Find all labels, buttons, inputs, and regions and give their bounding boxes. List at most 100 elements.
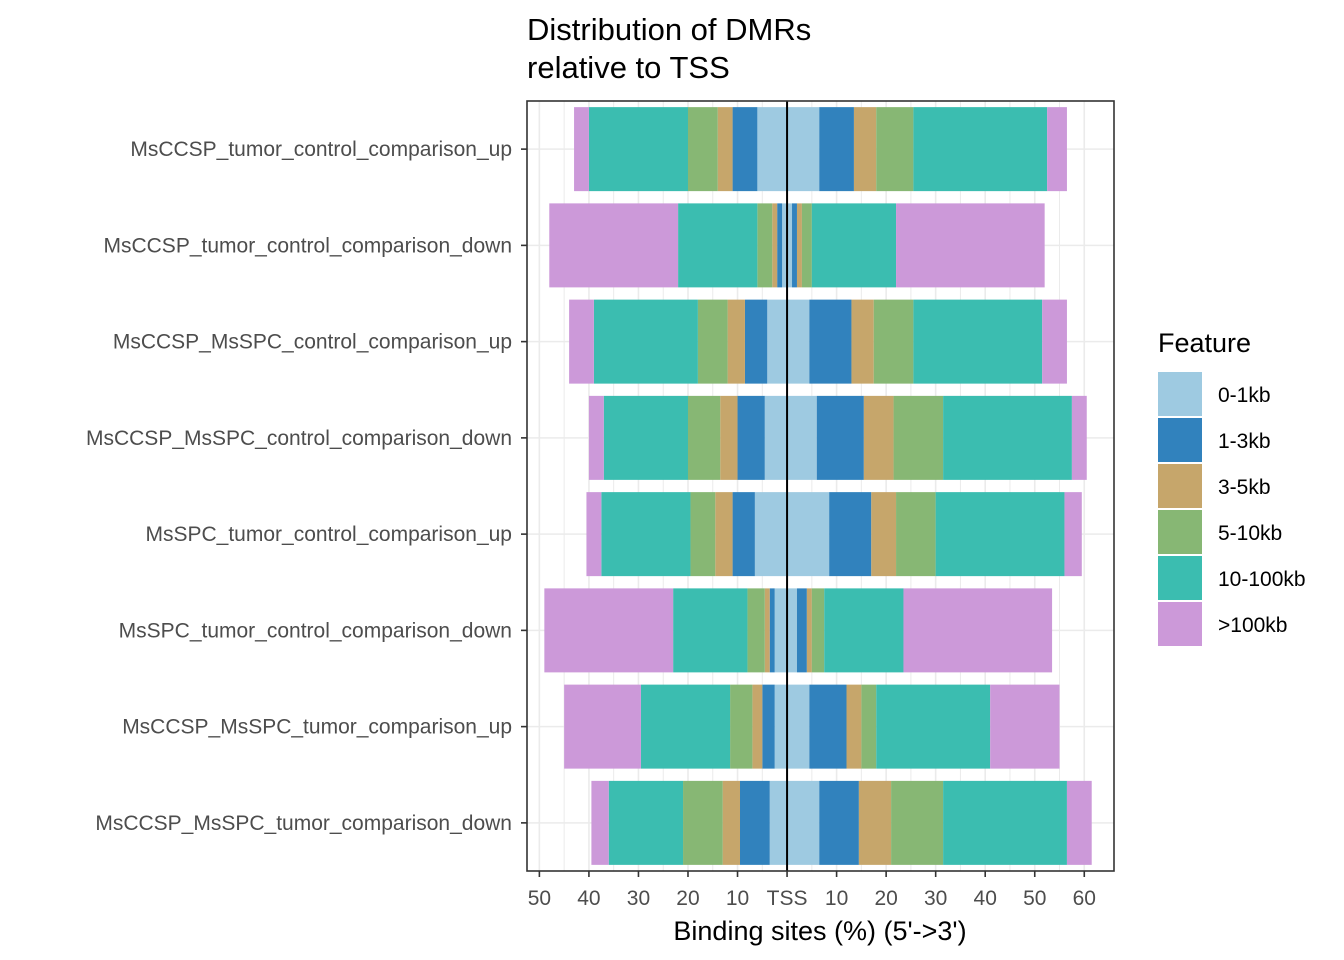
legend-key-01kb: [1158, 372, 1202, 416]
category-label: MsSPC_tumor_control_comparison_down: [119, 619, 512, 642]
bar-upstream-10100kb-5: [673, 588, 748, 673]
bar-upstream-35kb-3: [720, 395, 738, 480]
category-label: MsCCSP_tumor_control_comparison_down: [103, 234, 512, 257]
bar-upstream-01kb-2: [767, 299, 788, 384]
x-tick-label: 50: [1023, 887, 1046, 910]
bar-upstream-01kb-6: [774, 684, 788, 769]
bar-upstream-10100kb-7: [608, 780, 684, 865]
bar-downstream-35kb-6: [846, 684, 862, 769]
x-tick-label: 60: [1073, 887, 1096, 910]
x-tick-label: 20: [874, 887, 897, 910]
bar-upstream-35kb-2: [727, 299, 745, 384]
bar-downstream-35kb-5: [806, 588, 812, 673]
bar-upstream-13kb-5: [769, 588, 775, 673]
bar-downstream-510kb-7: [891, 780, 944, 865]
bar-downstream-10100kb-6: [876, 684, 991, 769]
bar-upstream-510kb-6: [730, 684, 753, 769]
bar-downstream-01kb-2: [787, 299, 810, 384]
category-label: MsCCSP_MsSPC_control_comparison_up: [113, 331, 512, 354]
bar-downstream-13kb-5: [796, 588, 807, 673]
bar-upstream-100kb-0: [574, 107, 589, 192]
x-tick-label: 50: [528, 887, 551, 910]
bar-upstream-100kb-2: [569, 299, 594, 384]
chart-title-line-1: Distribution of DMRs: [527, 12, 811, 47]
bar-upstream-510kb-5: [747, 588, 765, 673]
legend-key-10100kb: [1158, 556, 1202, 600]
bar-downstream-10100kb-7: [943, 780, 1067, 865]
bar-downstream-100kb-0: [1047, 107, 1067, 192]
bar-downstream-10100kb-3: [943, 395, 1072, 480]
bar-upstream-13kb-2: [744, 299, 768, 384]
bar-upstream-01kb-1: [782, 203, 788, 288]
bar-upstream-13kb-4: [732, 492, 755, 577]
chart-title-line-2: relative to TSS: [527, 50, 730, 85]
bar-downstream-35kb-3: [863, 395, 894, 480]
bar-upstream-01kb-5: [774, 588, 788, 673]
bar-downstream-510kb-2: [873, 299, 914, 384]
bar-upstream-01kb-3: [764, 395, 788, 480]
bar-downstream-13kb-2: [809, 299, 852, 384]
x-tick-label: 10: [726, 887, 749, 910]
bar-downstream-35kb-7: [858, 780, 892, 865]
category-label: MsCCSP_MsSPC_control_comparison_down: [86, 427, 512, 450]
bar-upstream-35kb-6: [752, 684, 763, 769]
x-tick-label: 30: [924, 887, 947, 910]
bar-upstream-100kb-5: [544, 588, 674, 673]
category-label: MsSPC_tumor_control_comparison_up: [145, 523, 512, 546]
plot-area: MsCCSP_tumor_control_comparison_up MsCCSP…: [86, 100, 1115, 910]
bar-upstream-510kb-0: [687, 107, 718, 192]
legend-title: Feature: [1158, 328, 1251, 358]
legend: 0-1kb 1-3kb 3-5kb 5-10kb 10-100kb >100kb: [1158, 372, 1306, 646]
bar-downstream-510kb-6: [861, 684, 877, 769]
bar-upstream-100kb-3: [588, 395, 604, 480]
legend-label: 1-3kb: [1218, 430, 1271, 453]
x-tick-label: TSS: [767, 887, 808, 910]
panel-border: [526, 100, 1115, 872]
bar-upstream-01kb-4: [754, 492, 788, 577]
bar-upstream-510kb-3: [687, 395, 721, 480]
bar-downstream-35kb-2: [851, 299, 874, 384]
bar-downstream-100kb-2: [1042, 299, 1067, 384]
x-tick-label: 30: [627, 887, 650, 910]
legend-label: >100kb: [1218, 614, 1287, 637]
bar-upstream-10100kb-6: [640, 684, 731, 769]
bar-downstream-10100kb-4: [935, 492, 1065, 577]
legend-key-100kb: [1158, 602, 1202, 646]
bar-upstream-35kb-1: [772, 203, 778, 288]
legend-key-13kb: [1158, 418, 1202, 462]
bar-downstream-13kb-7: [819, 780, 859, 865]
bar-downstream-01kb-5: [787, 588, 797, 673]
x-tick-label: 40: [974, 887, 997, 910]
bar-downstream-13kb-4: [829, 492, 872, 577]
category-label: MsCCSP_MsSPC_tumor_comparison_up: [122, 716, 512, 739]
bar-upstream-35kb-5: [764, 588, 770, 673]
bar-upstream-13kb-7: [740, 780, 770, 865]
bar-upstream-10100kb-0: [588, 107, 688, 192]
bar-upstream-510kb-2: [697, 299, 728, 384]
bar-upstream-01kb-0: [757, 107, 788, 192]
bar-downstream-01kb-6: [787, 684, 810, 769]
bar-downstream-510kb-5: [811, 588, 825, 673]
category-label: MsCCSP_tumor_control_comparison_up: [130, 138, 512, 161]
legend-label: 10-100kb: [1218, 568, 1306, 591]
bar-downstream-01kb-4: [787, 492, 830, 577]
bar-upstream-10100kb-1: [678, 203, 758, 288]
bar-downstream-510kb-1: [801, 203, 812, 288]
bar-downstream-01kb-0: [787, 107, 820, 192]
legend-key-35kb: [1158, 464, 1202, 508]
bar-downstream-01kb-7: [787, 780, 820, 865]
bars: [544, 107, 1092, 865]
bar-downstream-510kb-3: [893, 395, 944, 480]
legend-label: 3-5kb: [1218, 476, 1271, 499]
bar-downstream-510kb-0: [876, 107, 914, 192]
bar-downstream-100kb-6: [990, 684, 1060, 769]
bar-downstream-100kb-4: [1064, 492, 1082, 577]
bar-upstream-510kb-7: [683, 780, 723, 865]
x-tick-label: 40: [577, 887, 600, 910]
bar-downstream-510kb-4: [896, 492, 936, 577]
bar-downstream-01kb-1: [787, 203, 793, 288]
bar-downstream-13kb-0: [819, 107, 854, 192]
bar-downstream-100kb-5: [903, 588, 1053, 673]
bar-upstream-10100kb-3: [603, 395, 688, 480]
